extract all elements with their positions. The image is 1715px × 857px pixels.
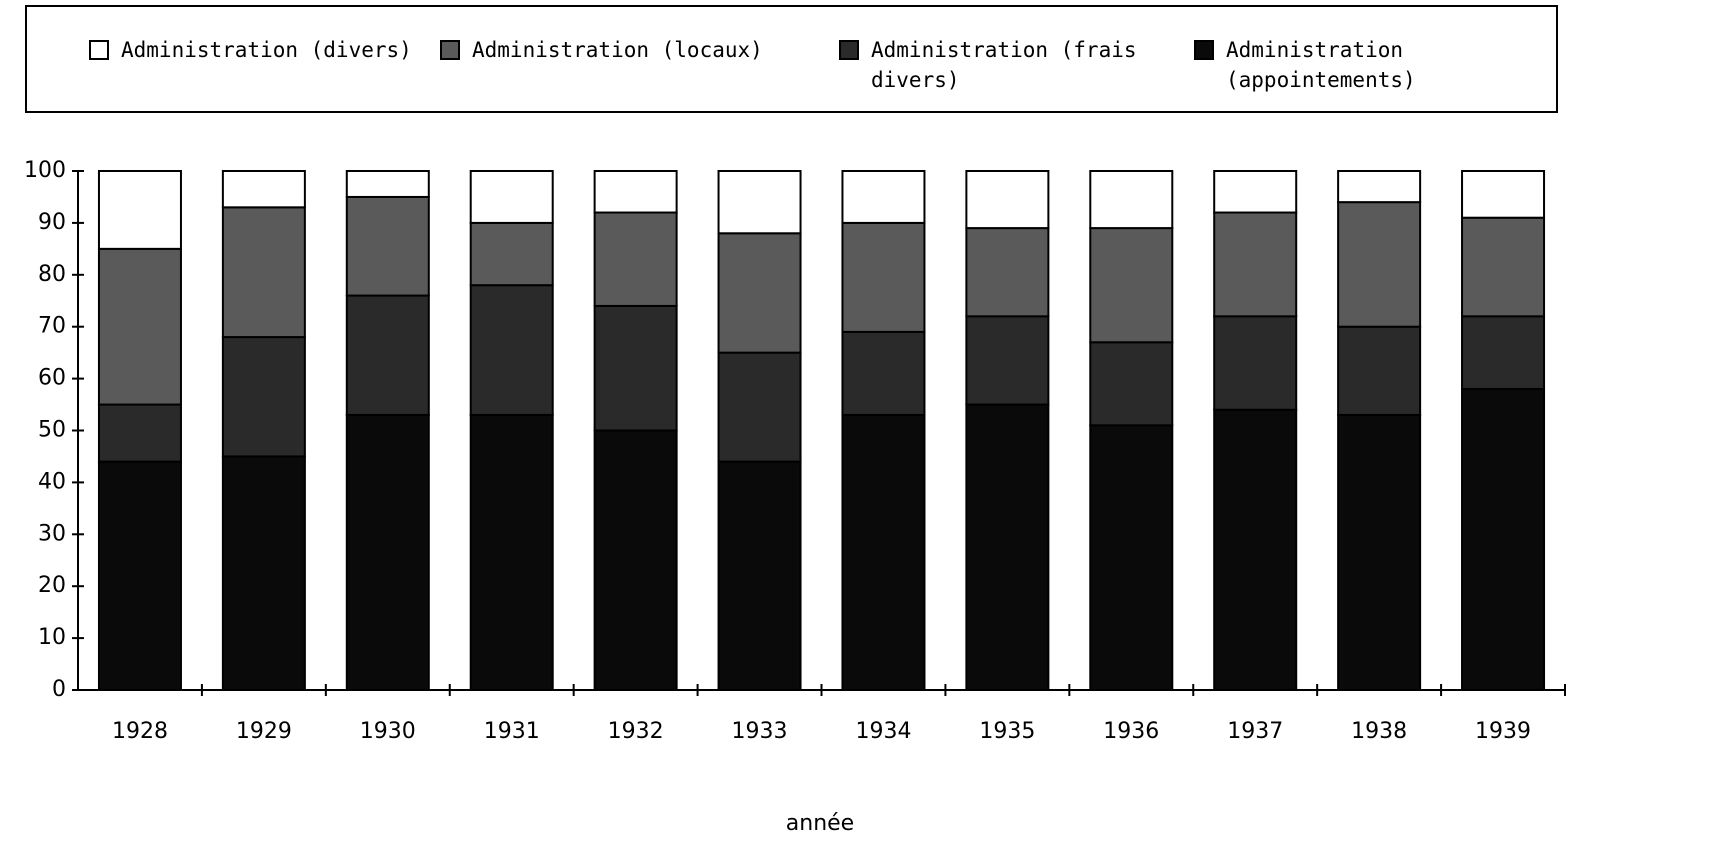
bar-segment xyxy=(345,195,430,297)
bar-segment xyxy=(965,227,1050,318)
legend-swatch xyxy=(839,40,859,60)
y-tick-label: 90 xyxy=(38,210,66,235)
bar-segment xyxy=(97,460,182,692)
bar-segment xyxy=(345,170,430,198)
y-tick-label: 100 xyxy=(24,158,66,183)
bar-segment xyxy=(1337,325,1422,416)
bar-segment xyxy=(97,403,182,463)
bar-segment xyxy=(593,211,678,307)
bar-segment xyxy=(717,232,802,354)
bar-segment xyxy=(1089,424,1174,691)
x-tick-label: 1935 xyxy=(979,719,1035,744)
bar-segment xyxy=(221,170,306,209)
y-tick-label: 30 xyxy=(38,521,66,546)
y-tick-label: 0 xyxy=(52,677,66,702)
x-tick-label: 1929 xyxy=(236,719,292,744)
legend-swatch xyxy=(89,40,109,60)
bar-segment xyxy=(1461,387,1546,691)
bar-segment xyxy=(469,221,554,287)
legend-swatch xyxy=(440,40,460,60)
bar-segment xyxy=(1213,170,1298,214)
bar-segment xyxy=(841,221,926,333)
y-tick-label: 10 xyxy=(38,625,66,650)
x-tick-label: 1937 xyxy=(1227,719,1283,744)
bar-segment xyxy=(841,330,926,416)
bar-segment xyxy=(717,460,802,692)
bar-segment xyxy=(1213,315,1298,411)
bar-segment xyxy=(1461,170,1546,219)
bar-segment xyxy=(97,170,182,250)
bar-segment xyxy=(1089,227,1174,344)
legend-entry: Administration (frais divers) xyxy=(839,35,1139,95)
x-tick-label: 1933 xyxy=(732,719,788,744)
y-tick-label: 70 xyxy=(38,314,66,339)
bar-segment xyxy=(965,315,1050,406)
bar-segment xyxy=(345,413,430,691)
legend-entry: Administration (divers) xyxy=(89,35,419,65)
bar-segment xyxy=(593,429,678,691)
x-tick-label: 1932 xyxy=(608,719,664,744)
y-tick-label: 40 xyxy=(38,469,66,494)
bar-segment xyxy=(221,455,306,692)
legend: Administration (divers) Administration (l… xyxy=(25,5,1558,113)
legend-label: Administration (locaux) xyxy=(472,38,763,62)
x-axis-label: année xyxy=(786,811,854,836)
bar-segment xyxy=(345,294,430,416)
bar-segment xyxy=(965,170,1050,230)
y-tick-label: 50 xyxy=(38,418,66,443)
x-tick-label: 1931 xyxy=(484,719,540,744)
bar-segment xyxy=(1089,341,1174,427)
x-tick-label: 1936 xyxy=(1103,719,1159,744)
bar-segment xyxy=(593,170,678,214)
bar-segment xyxy=(1213,211,1298,318)
x-tick-label: 1930 xyxy=(360,719,416,744)
bar-segment xyxy=(717,170,802,235)
bar-segment xyxy=(841,170,926,224)
bar-segment xyxy=(593,304,678,432)
bar-segment xyxy=(1337,413,1422,691)
bar-segment xyxy=(221,206,306,339)
bar-segment xyxy=(1213,408,1298,691)
bar-segment xyxy=(1461,216,1546,318)
bar-segment xyxy=(97,247,182,406)
legend-label: Administration (appointements) xyxy=(1226,38,1416,92)
x-tick-label: 1939 xyxy=(1475,719,1531,744)
bar-segment xyxy=(1089,170,1174,230)
bar-segment xyxy=(965,403,1050,691)
bar-segment xyxy=(221,336,306,458)
legend-label: Administration (frais divers) xyxy=(871,38,1137,92)
x-tick-label: 1934 xyxy=(855,719,911,744)
bar-segment xyxy=(1337,201,1422,328)
bar-segment xyxy=(469,284,554,416)
x-tick-label: 1928 xyxy=(112,719,168,744)
bar-segment xyxy=(1461,315,1546,390)
legend-entry: Administration (appointements) xyxy=(1194,35,1524,95)
y-tick-label: 80 xyxy=(38,262,66,287)
bar-segment xyxy=(841,413,926,691)
legend-entry: Administration (locaux) xyxy=(440,35,820,65)
bar-segment xyxy=(717,351,802,463)
y-tick-label: 60 xyxy=(38,366,66,391)
legend-label: Administration (divers) xyxy=(121,38,412,62)
y-tick-label: 20 xyxy=(38,573,66,598)
bar-segment xyxy=(469,413,554,691)
bar-segment xyxy=(1337,170,1422,204)
x-tick-label: 1938 xyxy=(1351,719,1407,744)
legend-swatch xyxy=(1194,40,1214,60)
bar-segment xyxy=(469,170,554,224)
